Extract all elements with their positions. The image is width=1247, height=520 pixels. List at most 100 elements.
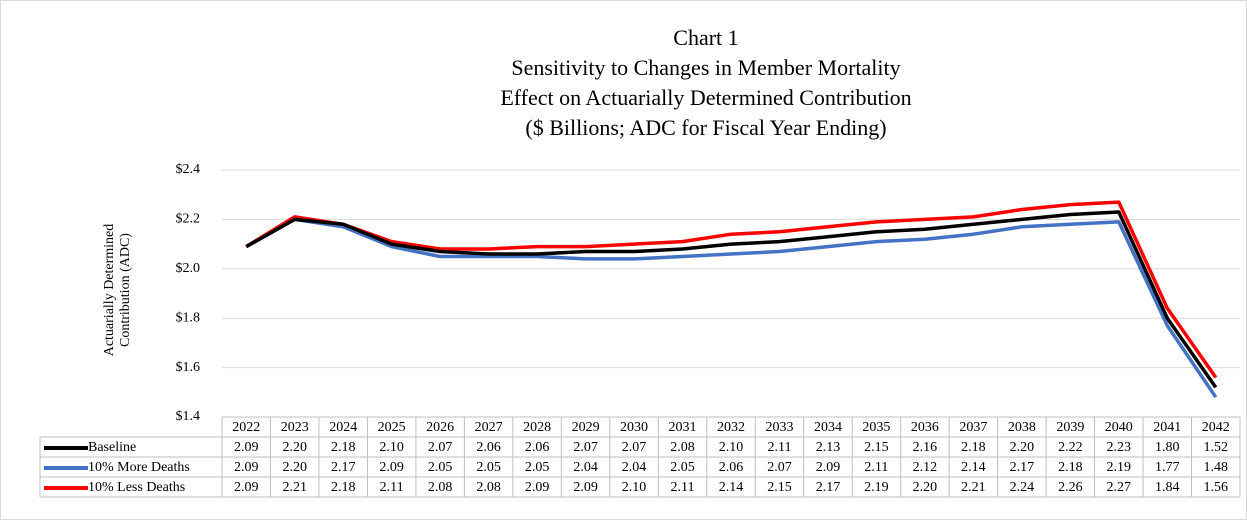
table-value: 2.09: [379, 460, 404, 475]
table-value: 2.05: [670, 460, 695, 475]
series-line: [245, 217, 1218, 399]
table-value: 1.56: [1204, 480, 1229, 495]
table-value: 2.18: [331, 480, 356, 495]
chart-title: ($ Billions; ADC for Fiscal Year Ending): [525, 115, 886, 140]
table-value: 2.23: [1107, 440, 1132, 455]
x-tick-label: 2023: [281, 420, 309, 435]
table-value: 2.08: [476, 480, 501, 495]
table-value: 2.07: [573, 440, 598, 455]
x-tick-label: 2039: [1056, 420, 1084, 435]
table-value: 2.15: [864, 440, 889, 455]
table-value: 2.21: [282, 480, 307, 495]
x-tick-label: 2026: [426, 420, 454, 435]
table-value: 2.08: [670, 440, 695, 455]
x-tick-label: 2042: [1202, 420, 1230, 435]
x-tick-label: 2024: [329, 420, 357, 435]
table-value: 2.14: [961, 460, 986, 475]
table-value: 2.04: [573, 460, 598, 475]
table-value: 2.18: [1058, 460, 1083, 475]
table-value: 2.24: [1010, 480, 1035, 495]
table-value: 2.17: [1010, 460, 1035, 475]
table-value: 1.48: [1204, 460, 1229, 475]
table-value: 2.20: [1010, 440, 1035, 455]
y-tick-label: $1.4: [176, 409, 201, 424]
legend-label: 10% More Deaths: [88, 460, 190, 475]
x-tick-label: 2031: [669, 420, 697, 435]
y-axis-label: Actuarially Determined Contribution (ADC…: [102, 223, 133, 357]
table-value: 2.09: [816, 460, 841, 475]
x-tick-label: 2037: [959, 420, 987, 435]
table-value: 2.08: [428, 480, 453, 495]
table-value: 2.20: [282, 440, 307, 455]
table-value: 2.07: [622, 440, 647, 455]
table-value: 2.09: [525, 480, 550, 495]
x-tick-label: 2027: [475, 420, 503, 435]
table-value: 2.18: [961, 440, 986, 455]
x-tick-label: 2041: [1153, 420, 1181, 435]
x-tick-label: 2025: [378, 420, 406, 435]
x-tick-label: 2033: [765, 420, 793, 435]
x-tick-label: 2022: [232, 420, 260, 435]
table-value: 2.18: [331, 440, 356, 455]
x-tick-label: 2040: [1105, 420, 1133, 435]
x-tick-label: 2029: [572, 420, 600, 435]
y-tick-label: $1.6: [176, 360, 201, 375]
table-value: 2.11: [864, 460, 888, 475]
table-value: 2.27: [1107, 480, 1132, 495]
table-value: 2.19: [1107, 460, 1132, 475]
table-value: 2.20: [282, 460, 307, 475]
table-value: 2.10: [622, 480, 647, 495]
table-value: 2.09: [234, 440, 259, 455]
table-value: 2.17: [816, 480, 841, 495]
legend-label: Baseline: [88, 440, 136, 455]
y-tick-label: $2.4: [176, 162, 201, 177]
table-value: 2.19: [864, 480, 889, 495]
table-value: 2.11: [671, 480, 695, 495]
table-value: 2.22: [1058, 440, 1083, 455]
chart-title: Chart 1: [673, 25, 738, 50]
table-value: 2.05: [428, 460, 453, 475]
table-value: 2.20: [913, 480, 938, 495]
table-value: 2.17: [331, 460, 356, 475]
table-value: 2.10: [719, 440, 744, 455]
table-value: 2.06: [476, 440, 501, 455]
chart-title: Sensitivity to Changes in Member Mortali…: [511, 55, 900, 80]
table-value: 2.09: [573, 480, 598, 495]
table-value: 2.04: [622, 460, 647, 475]
table-value: 2.11: [767, 440, 791, 455]
series-line: [245, 210, 1218, 389]
table-value: 2.11: [380, 480, 404, 495]
y-tick-label: $2.2: [176, 212, 201, 227]
table-value: 2.06: [525, 440, 550, 455]
table-value: 2.09: [234, 480, 259, 495]
x-tick-label: 2028: [523, 420, 551, 435]
x-tick-label: 2032: [717, 420, 745, 435]
table-value: 2.26: [1058, 480, 1083, 495]
table-value: 2.06: [719, 460, 744, 475]
x-tick-label: 2036: [911, 420, 939, 435]
table-value: 1.52: [1204, 440, 1229, 455]
y-tick-label: $2.0: [176, 261, 201, 276]
chart-title: Effect on Actuarially Determined Contrib…: [500, 85, 911, 110]
table-value: 2.09: [234, 460, 259, 475]
table-value: 2.16: [913, 440, 938, 455]
table-value: 1.80: [1155, 440, 1180, 455]
table-value: 2.12: [913, 460, 938, 475]
table-value: 2.07: [767, 460, 792, 475]
table-value: 2.15: [767, 480, 792, 495]
table-value: 1.77: [1155, 460, 1180, 475]
x-tick-label: 2038: [1008, 420, 1036, 435]
table-value: 2.05: [476, 460, 501, 475]
table-value: 2.21: [961, 480, 986, 495]
x-tick-label: 2034: [814, 420, 842, 435]
x-tick-label: 2035: [862, 420, 890, 435]
table-value: 1.84: [1155, 480, 1180, 495]
series-line: [245, 200, 1218, 379]
table-value: 2.05: [525, 460, 550, 475]
table-value: 2.14: [719, 480, 744, 495]
table-value: 2.07: [428, 440, 453, 455]
y-tick-label: $1.8: [176, 310, 201, 325]
x-tick-label: 2030: [620, 420, 648, 435]
